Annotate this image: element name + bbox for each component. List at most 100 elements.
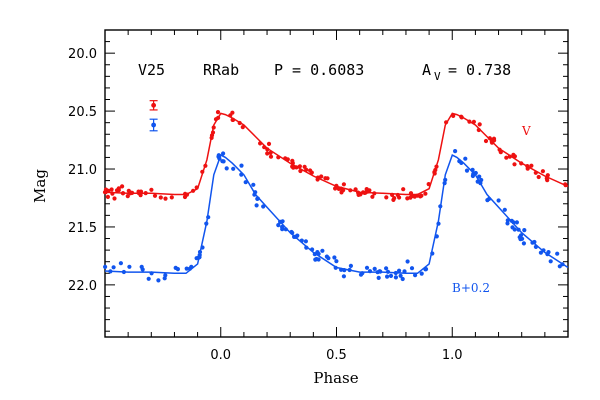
data-point (304, 167, 309, 172)
data-point (502, 207, 507, 212)
data-point (453, 149, 458, 154)
data-point (105, 194, 110, 199)
data-point (204, 221, 209, 226)
data-point (504, 155, 509, 160)
axis-ticks (105, 30, 569, 337)
data-point (239, 163, 244, 168)
data-point (432, 171, 437, 176)
data-point (120, 191, 125, 196)
data-point (276, 223, 281, 228)
data-point (156, 278, 161, 283)
data-point (265, 147, 270, 152)
period: P = 0.6083 (274, 61, 364, 79)
data-point (360, 271, 365, 276)
data-point (367, 269, 373, 274)
data-point (265, 151, 270, 156)
data-point (162, 276, 167, 281)
data-point (136, 189, 141, 194)
data-point (309, 170, 314, 175)
data-point (221, 151, 226, 156)
data-point (505, 221, 510, 226)
data-point (334, 259, 339, 264)
model-curve-1 (104, 154, 569, 275)
data-point (224, 166, 229, 171)
data-point (339, 267, 344, 272)
data-point (108, 269, 113, 274)
data-point (347, 267, 352, 273)
data-point (304, 245, 309, 250)
data-point (184, 266, 189, 271)
data-point (405, 196, 410, 201)
data-point (258, 141, 263, 146)
data-point (215, 110, 221, 115)
data-point (303, 239, 308, 244)
data-point (316, 251, 321, 256)
data-point (191, 188, 196, 193)
data-point (477, 122, 482, 127)
data-point (473, 170, 478, 176)
data-point (548, 259, 553, 264)
data-point (521, 241, 527, 246)
data-point (319, 174, 324, 179)
data-point (253, 190, 258, 195)
data-points (102, 110, 568, 283)
data-point (103, 187, 109, 192)
data-point (109, 187, 114, 192)
data-point (467, 119, 472, 124)
data-point (476, 127, 481, 133)
data-point (419, 193, 424, 198)
series-label-b: B+0.2 (452, 281, 490, 295)
data-point (483, 138, 489, 144)
data-point (216, 115, 221, 120)
data-point (341, 188, 346, 193)
data-point (555, 251, 560, 256)
data-point (464, 168, 470, 173)
amplitude-subscript: V (434, 70, 441, 83)
data-point (545, 173, 550, 178)
data-point (290, 158, 295, 163)
data-point (512, 162, 517, 167)
data-point (434, 164, 439, 169)
data-point (538, 250, 544, 255)
data-point (423, 267, 428, 272)
data-point (529, 163, 534, 168)
data-point (459, 115, 464, 120)
model-curve-0 (104, 112, 569, 196)
data-point (120, 184, 125, 189)
data-point (261, 204, 266, 209)
data-point (251, 182, 256, 187)
data-point (295, 233, 300, 238)
data-point (206, 215, 211, 220)
x-tick-label: 0.0 (210, 348, 231, 363)
data-point (408, 191, 414, 196)
data-point (517, 235, 522, 240)
data-point (489, 138, 494, 143)
data-point (149, 271, 154, 276)
data-point (409, 266, 415, 271)
data-point (545, 178, 550, 183)
data-point (412, 194, 417, 199)
data-point (442, 181, 447, 186)
data-point (348, 263, 353, 268)
data-point (444, 120, 449, 125)
data-point (393, 275, 398, 280)
data-point (333, 265, 338, 270)
data-point (290, 164, 295, 169)
tick-labels: 0.0 0.5 1.0 20.0 20.5 21.0 21.5 22.0 (68, 47, 463, 363)
x-tick-label: 1.0 (442, 348, 463, 363)
data-point (112, 196, 117, 201)
data-point (392, 196, 397, 201)
data-point (430, 251, 435, 256)
data-point (457, 159, 462, 164)
data-point (152, 193, 158, 198)
data-point (536, 174, 541, 180)
data-point (285, 157, 290, 162)
data-point (356, 192, 361, 197)
x-axis-label: Phase (313, 369, 358, 387)
y-tick-label: 20.0 (68, 47, 97, 62)
data-point (405, 259, 410, 264)
data-point (384, 266, 389, 271)
data-point (127, 264, 132, 269)
data-point (323, 176, 328, 181)
